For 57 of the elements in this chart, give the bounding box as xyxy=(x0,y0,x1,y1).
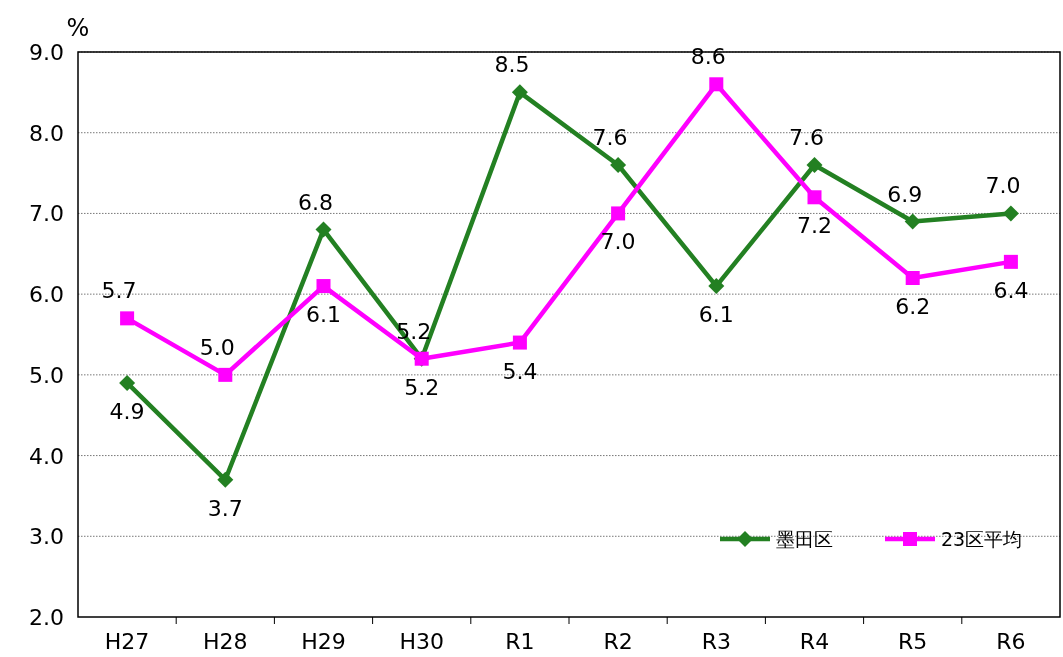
y-tick-label: 9.0 xyxy=(29,40,64,65)
y-tick-label: 7.0 xyxy=(29,201,64,227)
point xyxy=(316,279,331,294)
point xyxy=(610,157,627,173)
data-label: 5.7 xyxy=(101,278,137,304)
data-label: 7.6 xyxy=(789,125,824,150)
point xyxy=(708,278,725,295)
x-tick-label: R2 xyxy=(603,629,633,654)
x-tick-label: R4 xyxy=(799,629,830,654)
x-tick-label: H27 xyxy=(104,629,150,654)
y-tick-label: 2.0 xyxy=(29,605,64,630)
data-label: 6.2 xyxy=(895,294,931,319)
x-tick-label: R5 xyxy=(898,629,928,654)
x-tick-label: R3 xyxy=(701,629,731,654)
point xyxy=(1002,205,1019,222)
data-label: 5.2 xyxy=(404,374,440,400)
point xyxy=(120,311,135,326)
data-label: 7.2 xyxy=(797,213,832,239)
y-tick-label: 6.0 xyxy=(29,282,64,308)
y-tick-label: 3.0 xyxy=(29,524,64,550)
data-label: 7.0 xyxy=(600,229,636,255)
y-tick-label: 5.0 xyxy=(29,362,64,388)
legend-label: 23区平均 xyxy=(941,528,1023,550)
point xyxy=(217,471,234,488)
y-axis-title: % xyxy=(66,14,90,42)
data-label: 3.7 xyxy=(207,495,243,521)
point xyxy=(905,271,920,285)
x-tick-label: H28 xyxy=(203,629,248,654)
data-label: 5.0 xyxy=(199,334,235,360)
point xyxy=(1003,254,1018,269)
data-label: 7.0 xyxy=(985,173,1021,199)
point xyxy=(904,213,921,230)
x-tick-label: H30 xyxy=(399,629,444,654)
point xyxy=(709,77,724,92)
point xyxy=(315,221,332,238)
data-label: 6.9 xyxy=(887,181,923,207)
data-label: 8.5 xyxy=(494,52,530,78)
y-tick-label: 4.0 xyxy=(29,443,64,469)
point xyxy=(119,374,136,391)
x-tick-label: H29 xyxy=(301,629,346,654)
data-label: 4.9 xyxy=(109,398,145,424)
x-tick-label: R1 xyxy=(505,629,535,654)
point xyxy=(806,157,823,173)
data-label: 6.1 xyxy=(698,302,734,328)
legend-label: 墨田区 xyxy=(776,528,833,550)
y-tick-label: 8.0 xyxy=(29,120,64,146)
data-label: 6.8 xyxy=(298,189,333,215)
x-tick-label: R6 xyxy=(996,629,1026,654)
data-label: 7.6 xyxy=(592,125,628,150)
data-label: 6.4 xyxy=(993,277,1029,303)
point xyxy=(611,206,626,221)
point xyxy=(807,190,822,205)
data-label: 6.1 xyxy=(306,302,341,328)
data-label: 5.4 xyxy=(502,358,538,384)
point xyxy=(511,84,528,101)
point xyxy=(218,367,233,382)
point xyxy=(512,335,527,350)
